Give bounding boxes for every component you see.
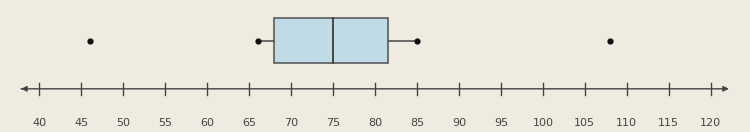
Text: 120: 120 — [700, 118, 721, 128]
Text: 75: 75 — [326, 118, 340, 128]
Text: 95: 95 — [494, 118, 508, 128]
Text: 40: 40 — [32, 118, 46, 128]
Text: 55: 55 — [158, 118, 172, 128]
Text: 80: 80 — [368, 118, 382, 128]
Text: 60: 60 — [200, 118, 214, 128]
Text: 65: 65 — [242, 118, 256, 128]
Text: 105: 105 — [574, 118, 596, 128]
Text: 110: 110 — [616, 118, 638, 128]
Text: 115: 115 — [658, 118, 680, 128]
Text: 50: 50 — [116, 118, 130, 128]
Text: 45: 45 — [74, 118, 88, 128]
Text: 85: 85 — [410, 118, 424, 128]
Text: 100: 100 — [532, 118, 554, 128]
Text: 70: 70 — [284, 118, 298, 128]
Bar — [274, 18, 388, 63]
Text: 90: 90 — [452, 118, 466, 128]
